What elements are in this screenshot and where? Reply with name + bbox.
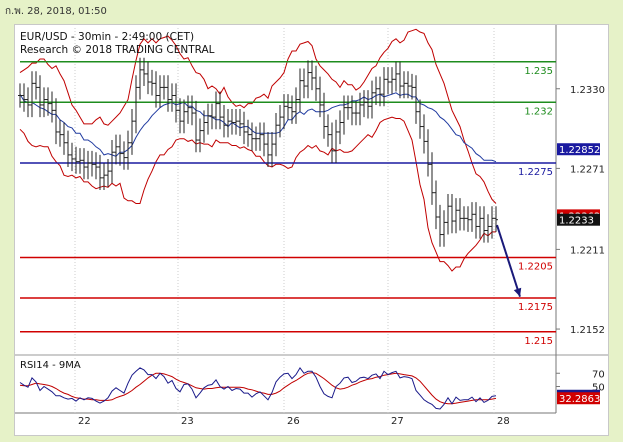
rsi-layer: [19, 366, 497, 410]
chart-title: EUR/USD - 30min - 2:49:00 (CET): [20, 31, 194, 43]
level-label: 1.2205: [518, 262, 553, 273]
y-tick-label: 1.2271: [570, 164, 605, 175]
levels-layer: 1.235 1.232 1.2275 1.2205 1.2175 1.215: [20, 60, 556, 347]
x-tick-label: 27: [391, 416, 404, 427]
grid: [15, 25, 608, 414]
level-label: 1.2275: [518, 167, 553, 178]
rsi-title: RSI14 - 9MA: [20, 360, 81, 371]
rsi-ma-line: [19, 372, 497, 405]
forecast-arrow: [496, 224, 521, 297]
level-label: 1.2175: [518, 302, 553, 313]
x-tick-label: 26: [287, 416, 300, 427]
x-tick-label: 22: [78, 416, 91, 427]
price-tag: 1.22852: [559, 145, 600, 156]
chart-frame: [14, 24, 609, 436]
bollinger-lower-line: [19, 116, 496, 272]
rsi-y-tick-label: 70: [592, 369, 605, 380]
price-tag: 1.2233: [559, 216, 594, 227]
y-tick-label: 1.2211: [570, 245, 605, 256]
moving-average-layer: [19, 92, 497, 163]
rsi-line: [19, 366, 497, 410]
price-tag-bg: [557, 143, 600, 156]
rsi-value-tag-bg: [557, 392, 600, 405]
price-tag-bg: [557, 213, 600, 226]
rsi-value-tag: 32.2863: [559, 394, 600, 405]
level-label: 1.215: [524, 336, 553, 347]
copyright: Research © 2018 TRADING CENTRAL: [20, 44, 215, 56]
level-label: 1.235: [524, 66, 553, 77]
level-label: 1.232: [524, 106, 553, 117]
forecast-arrow-head: [513, 287, 522, 297]
x-tick-label: 23: [181, 416, 194, 427]
x-tick-label: 28: [497, 416, 510, 427]
bollinger-bands: [19, 28, 497, 272]
timestamp: ก.พ. 28, 2018, 01:50: [5, 6, 107, 17]
header-bar: ก.พ. 28, 2018, 01:50: [0, 0, 623, 20]
y-tick-label: 1.2330: [570, 85, 605, 96]
rsi-y-tick-label: 50: [592, 383, 605, 394]
moving-average-line: [19, 92, 497, 163]
bollinger-upper-line: [19, 28, 497, 204]
y-tick-label: 1.2152: [570, 325, 605, 336]
price-layer: [18, 57, 498, 247]
axis-layer: 22 23 26 27 28 1.2330 1.2271 1.2211 1.2152 70 50: [78, 85, 605, 427]
